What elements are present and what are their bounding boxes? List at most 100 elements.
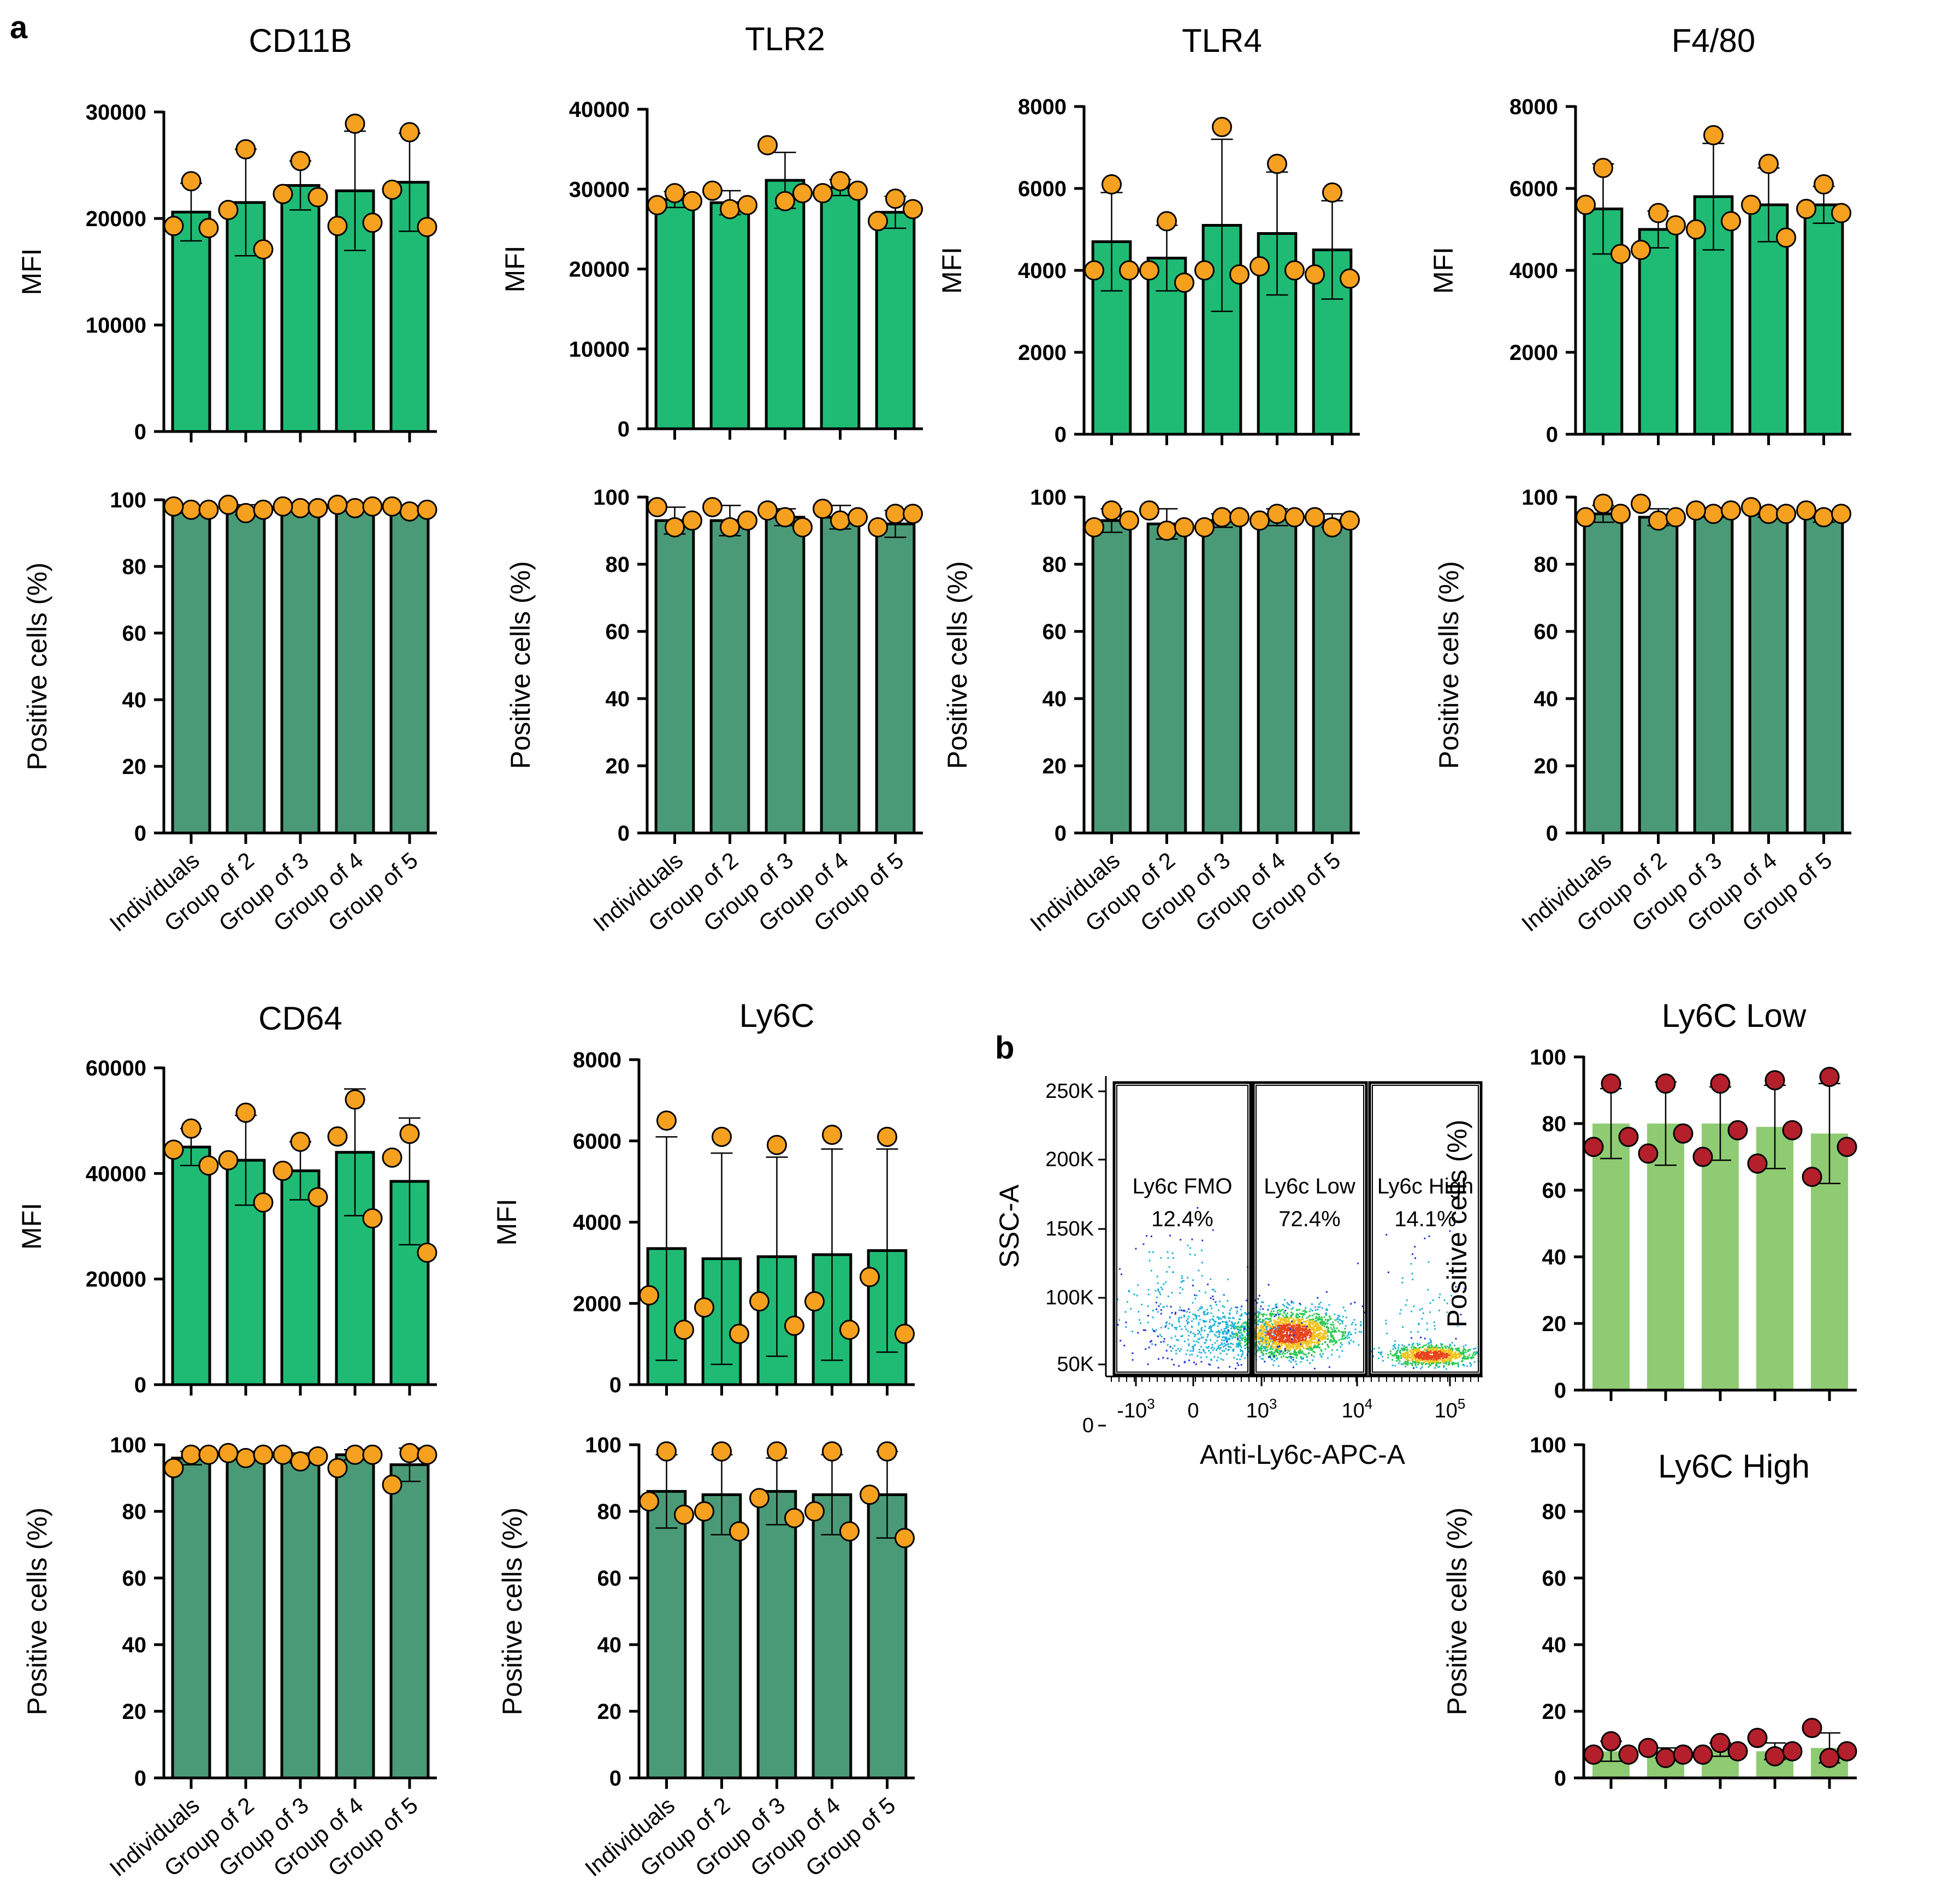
event-dot	[1311, 1336, 1313, 1338]
data-point	[720, 199, 740, 220]
event-dot	[1265, 1328, 1268, 1331]
event-dot	[1238, 1341, 1240, 1344]
event-dot	[1228, 1312, 1230, 1314]
event-dot	[1276, 1310, 1278, 1312]
event-dot	[1212, 1229, 1214, 1231]
event-dot	[1443, 1354, 1445, 1356]
event-dot	[1183, 1361, 1186, 1363]
event-dot	[1443, 1299, 1446, 1301]
event-dot	[1461, 1357, 1464, 1360]
event-dot	[1309, 1315, 1311, 1317]
y-tick-label: 100	[1521, 486, 1558, 510]
event-dot	[1293, 1343, 1295, 1345]
event-dot	[1177, 1318, 1180, 1320]
data-point	[1814, 507, 1834, 528]
data-point	[1229, 264, 1250, 285]
event-dot	[1207, 1311, 1209, 1314]
event-dot	[1435, 1347, 1437, 1349]
event-dot	[1311, 1328, 1313, 1331]
event-dot	[1270, 1340, 1272, 1342]
event-dot	[1285, 1314, 1287, 1316]
panel-label-b: b	[995, 1030, 1014, 1066]
data-point	[1305, 264, 1325, 285]
event-dot	[1306, 1333, 1308, 1335]
event-dot	[1200, 1333, 1202, 1335]
event-dot	[1228, 1349, 1230, 1351]
event-dot	[1313, 1327, 1315, 1329]
event-dot	[1290, 1308, 1293, 1310]
event-dot	[1288, 1349, 1290, 1351]
event-dot	[1259, 1337, 1262, 1339]
event-dot	[1217, 1325, 1219, 1327]
event-dot	[1299, 1321, 1301, 1323]
event-dot	[1296, 1309, 1299, 1311]
data-point	[813, 183, 833, 204]
event-dot	[1327, 1319, 1329, 1321]
event-dot	[1435, 1355, 1437, 1357]
event-dot	[1300, 1324, 1302, 1326]
event-dot	[1237, 1332, 1240, 1334]
event-dot	[1419, 1343, 1421, 1345]
event-dot	[1216, 1340, 1218, 1342]
data-point	[895, 1528, 915, 1549]
data-point	[218, 494, 239, 515]
data-point	[382, 1474, 402, 1495]
event-dot	[1206, 1309, 1208, 1311]
event-dot	[1258, 1341, 1260, 1344]
y-tick-label: 40	[606, 687, 630, 711]
event-dot	[1224, 1329, 1226, 1332]
event-dot	[1269, 1317, 1271, 1320]
event-dot	[1432, 1357, 1434, 1359]
event-dot	[1265, 1326, 1268, 1328]
event-dot	[1428, 1235, 1430, 1237]
event-dot	[1441, 1350, 1443, 1352]
event-dot	[1177, 1348, 1179, 1350]
event-dot	[1272, 1354, 1275, 1356]
event-dot	[1333, 1328, 1335, 1330]
event-dot	[1321, 1327, 1323, 1329]
data-point	[694, 1501, 714, 1522]
event-dot	[1311, 1332, 1313, 1334]
event-dot	[1337, 1329, 1340, 1332]
bar	[709, 519, 750, 835]
y-tick-label: 10000	[86, 314, 146, 338]
event-dot	[1256, 1327, 1258, 1329]
event-dot	[1277, 1335, 1280, 1337]
data-point	[181, 1444, 202, 1465]
data-point	[1593, 493, 1613, 514]
event-dot	[1315, 1325, 1317, 1327]
event-dot	[1275, 1355, 1277, 1357]
event-dot	[1224, 1331, 1227, 1333]
event-dot	[1435, 1365, 1437, 1367]
event-dot	[1321, 1356, 1323, 1358]
event-dot	[1267, 1318, 1269, 1320]
data-point	[273, 1161, 293, 1181]
event-dot	[1313, 1321, 1316, 1323]
event-dot	[1180, 1348, 1182, 1350]
event-dot	[1398, 1344, 1400, 1346]
event-dot	[1425, 1354, 1427, 1356]
event-dot	[1426, 1359, 1429, 1361]
event-dot	[1389, 1350, 1391, 1352]
event-dot	[1319, 1321, 1322, 1323]
event-dot	[1209, 1326, 1211, 1328]
y-tick-label: 100	[593, 486, 630, 510]
event-dot	[1217, 1322, 1219, 1325]
data-point	[1837, 1741, 1857, 1762]
event-dot	[1329, 1341, 1331, 1343]
event-dot	[1225, 1332, 1228, 1334]
event-dot	[1309, 1322, 1311, 1324]
event-dot	[1406, 1361, 1408, 1363]
event-dot	[1396, 1351, 1399, 1353]
event-dot	[1240, 1328, 1242, 1331]
event-dot	[1181, 1316, 1183, 1319]
event-dot	[1341, 1350, 1343, 1352]
event-dot	[1256, 1344, 1258, 1346]
y-axis-label: MFI	[492, 1198, 522, 1245]
event-dot	[1152, 1310, 1154, 1312]
event-dot	[1406, 1358, 1408, 1361]
event-dot	[1262, 1346, 1264, 1348]
event-dot	[1137, 1332, 1139, 1334]
event-dot	[1282, 1309, 1284, 1311]
